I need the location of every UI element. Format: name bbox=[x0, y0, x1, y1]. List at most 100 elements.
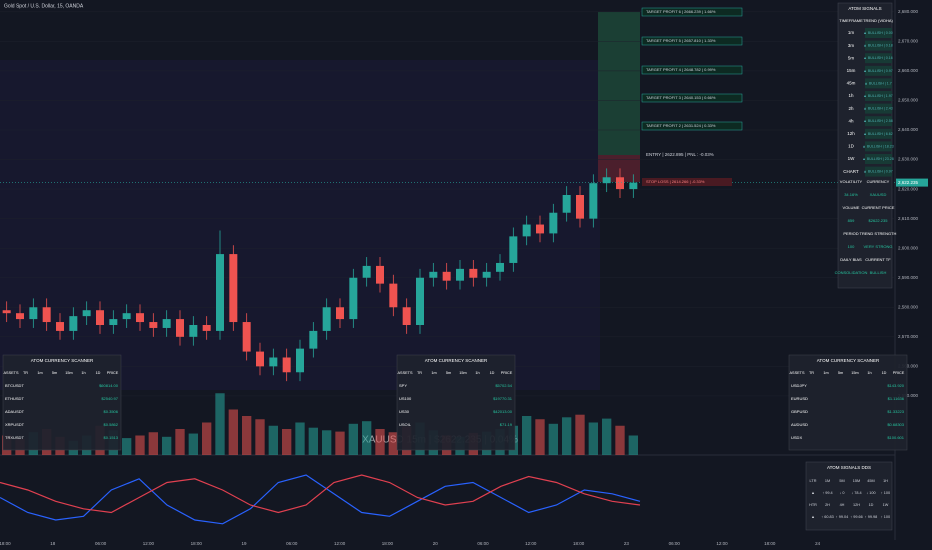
scanner-col: PRICE bbox=[893, 371, 905, 375]
candle-body bbox=[122, 313, 131, 320]
signals-stat: XAUUSD bbox=[870, 192, 887, 197]
scanner-col: PRICE bbox=[107, 371, 119, 375]
signals-tf: 1D bbox=[848, 144, 855, 149]
signals-tf: 1h bbox=[848, 93, 854, 98]
x-tick-label: 12:00 bbox=[334, 541, 346, 546]
scanner-asset: ADAUSDT bbox=[5, 409, 25, 414]
signals-trend: ▲ BULLISH | 18.23 bbox=[862, 144, 893, 148]
scanner-price: $0.5862 bbox=[104, 422, 119, 427]
signals-stat: VERY STRONG bbox=[864, 244, 893, 249]
dds-bg bbox=[805, 461, 893, 531]
candle-body bbox=[509, 236, 518, 263]
y-tick-label: 2,570.000 bbox=[898, 334, 919, 339]
candle-body bbox=[216, 254, 224, 331]
volume-bar bbox=[348, 423, 358, 455]
signals-stat: 34.16% bbox=[844, 192, 858, 197]
scanner-col: 5m bbox=[838, 371, 843, 375]
volume-bar bbox=[535, 419, 545, 455]
volume-bar bbox=[268, 425, 278, 455]
candle-body bbox=[429, 271, 438, 278]
price-tag: 2,622.235 bbox=[898, 180, 919, 185]
x-tick-label: 12:00 bbox=[143, 541, 155, 546]
x-tick-label: 18:00 bbox=[191, 541, 203, 546]
dds-cell: ▲ bbox=[811, 491, 815, 495]
scanner-title: ATOM CURRENCY SCANNER bbox=[425, 358, 488, 363]
y-tick-label: 2,550.000 bbox=[898, 393, 919, 398]
oscillator-line bbox=[0, 474, 641, 514]
target-label: TARGET PROFIT 2 | 2631.524 | 0.33% bbox=[646, 123, 716, 128]
scanner-col: 5m bbox=[52, 371, 57, 375]
volume-bar bbox=[282, 429, 292, 455]
target-label: TARGET PROFIT 5 | 2657.810 | 1.33% bbox=[646, 38, 716, 43]
scanner-asset: XRPUSDT bbox=[5, 422, 25, 427]
signals-cell bbox=[865, 141, 892, 152]
signals-trend: ▲ BULLISH | 6.62 bbox=[863, 132, 892, 136]
signals-stat: VOLUME bbox=[843, 205, 860, 210]
x-tick-label: 23 bbox=[624, 541, 630, 546]
candle-body bbox=[269, 357, 278, 367]
y-tick-label: 2,660.000 bbox=[898, 68, 919, 73]
dds-cell: ↑ 99.66 bbox=[850, 515, 862, 519]
dds-cell: 45M bbox=[867, 479, 874, 483]
signals-tf: 1W bbox=[848, 156, 856, 161]
title: Gold Spot / U.S. Dollar, 15, OANDA bbox=[4, 3, 84, 9]
scanner-price: $19770.31 bbox=[493, 396, 513, 401]
y-tick-label: 2,560.000 bbox=[898, 364, 919, 369]
scanner-price: $71.19 bbox=[500, 422, 513, 427]
signals-tf: CHART bbox=[843, 169, 859, 174]
scanner-price: $5702.54 bbox=[495, 383, 512, 388]
scanner-asset: AUDUSD bbox=[791, 422, 808, 427]
candle-body bbox=[282, 357, 291, 373]
scanner-price: $1.11636 bbox=[888, 396, 905, 401]
scanner-asset: ETHUSDT bbox=[5, 396, 24, 401]
dds-cell: ↓ 100 bbox=[866, 491, 875, 495]
signals-tf: 3m bbox=[848, 43, 855, 48]
candle-body bbox=[416, 277, 424, 325]
signals-tf: 15m bbox=[847, 68, 856, 73]
signals-tf: 12h bbox=[847, 131, 855, 136]
volume-bar bbox=[242, 416, 252, 455]
signals-col: TREND (VIDHA) bbox=[863, 18, 893, 23]
scanner-col: TR bbox=[23, 371, 28, 375]
volume-bar bbox=[548, 423, 558, 455]
volume-bar bbox=[335, 431, 345, 455]
signals-trend: ▲ BULLISH | 0.97 bbox=[863, 170, 892, 174]
scanner-title: ATOM CURRENCY SCANNER bbox=[31, 358, 94, 363]
y-tick-label: 2,640.000 bbox=[898, 127, 919, 132]
signals-cell bbox=[865, 116, 892, 127]
volume-bar bbox=[562, 417, 572, 455]
candle-body bbox=[616, 177, 624, 190]
candle-body bbox=[2, 310, 11, 314]
signals-stat: VOLATILITY bbox=[840, 179, 863, 184]
volume-bar bbox=[628, 435, 638, 455]
candle-body bbox=[336, 307, 344, 320]
volume-bar bbox=[322, 430, 332, 455]
dds-cell: ↑ 100 bbox=[881, 515, 890, 519]
signals-cell bbox=[865, 154, 892, 164]
signals-trend: ▲ BULLISH | 1.97 bbox=[863, 94, 892, 98]
scanner-col: 1D bbox=[96, 371, 101, 375]
candle-body bbox=[442, 271, 451, 281]
candle-body bbox=[176, 319, 184, 337]
signals-title: ATOM SIGNALS bbox=[848, 6, 881, 11]
x-tick-label: 06:00 bbox=[286, 541, 298, 546]
candle-body bbox=[82, 310, 91, 317]
scanner-col: 1D bbox=[882, 371, 887, 375]
signals-cell bbox=[865, 78, 892, 89]
stop-box bbox=[642, 178, 732, 186]
volume-bar bbox=[148, 432, 158, 455]
dds-cell: ↑ 99.98 bbox=[865, 515, 877, 519]
candle-body bbox=[349, 277, 358, 320]
candle-body bbox=[589, 183, 598, 219]
scanner-price: $2540.97 bbox=[101, 396, 118, 401]
stop-label: STOP LOSS | 2614.266 | -0.33% bbox=[646, 179, 705, 184]
dds-cell: ▲ bbox=[811, 515, 815, 519]
candle-body bbox=[42, 307, 51, 323]
scanner-col: PRICE bbox=[501, 371, 513, 375]
signals-trend: ▲ BULLISH | 0.00 bbox=[863, 31, 892, 35]
volume-bar bbox=[615, 425, 625, 455]
scanner-asset: GBPUSD bbox=[791, 409, 808, 414]
scanner-asset: USOIL bbox=[399, 422, 412, 427]
target-box bbox=[641, 65, 743, 75]
x-tick-label: 24 bbox=[815, 541, 821, 546]
